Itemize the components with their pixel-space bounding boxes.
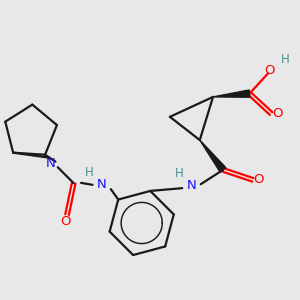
Polygon shape bbox=[213, 90, 250, 97]
Polygon shape bbox=[200, 140, 226, 172]
Text: O: O bbox=[264, 64, 275, 77]
Text: H: H bbox=[175, 167, 183, 180]
Text: O: O bbox=[60, 215, 70, 229]
Text: O: O bbox=[254, 173, 264, 186]
Text: H: H bbox=[85, 166, 94, 179]
Text: O: O bbox=[272, 107, 282, 120]
Text: H: H bbox=[281, 53, 290, 66]
Text: N: N bbox=[97, 178, 107, 191]
Text: N: N bbox=[187, 179, 196, 192]
Text: N: N bbox=[46, 157, 55, 170]
